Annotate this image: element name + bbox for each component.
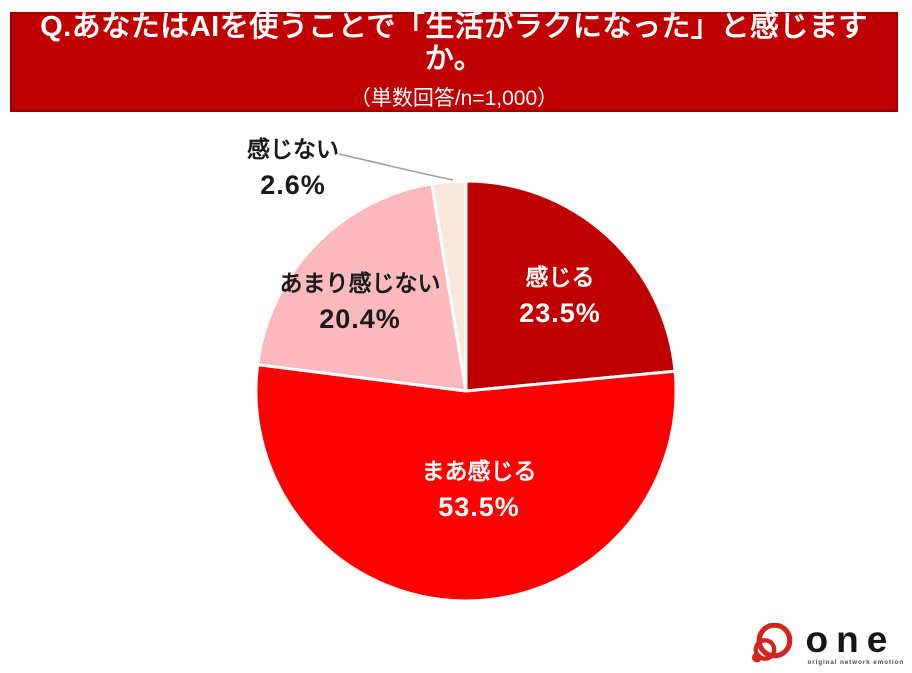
one-logo-icon xyxy=(751,623,792,663)
slice-category: まあ感じる xyxy=(421,458,537,484)
slice-percentage: 23.5% xyxy=(519,298,601,328)
one-logo: one original network emotion xyxy=(750,618,904,667)
pie-slice-3 xyxy=(430,179,468,393)
sample-size-note: （単数回答/n=1,000） xyxy=(349,86,559,110)
pie-slice-0 xyxy=(464,179,677,393)
leader-line xyxy=(338,153,454,181)
logo-wordmark: one xyxy=(805,618,896,660)
slice-category: あまり感じない xyxy=(279,270,441,296)
pie-chart xyxy=(254,179,678,603)
slice-percentage: 20.4% xyxy=(319,304,401,334)
logo-tagline: original network emotion xyxy=(807,659,904,667)
slice-label-not-feel: 感じない 2.6% xyxy=(247,138,339,199)
question-title: Q.あなたはAIを使うことで「生活がラクになった」と感じますか。 xyxy=(40,11,868,75)
slice-label-feel: 感じる 23.5% xyxy=(519,266,601,327)
slice-percentage: 53.5% xyxy=(438,492,520,522)
pie-slice-1 xyxy=(254,363,678,603)
slice-category: 感じる xyxy=(525,264,595,290)
slice-label-not-really-feel: あまり感じない 20.4% xyxy=(280,272,441,333)
slice-category: 感じない xyxy=(247,136,339,162)
one-logo-text: one original network emotion xyxy=(804,618,904,667)
slice-percentage: 2.6% xyxy=(260,170,326,200)
question-header-banner: Q.あなたはAIを使うことで「生活がラクになった」と感じますか。 （単数回答/n… xyxy=(10,11,898,112)
pie-slice-2 xyxy=(256,182,468,393)
slice-label-somewhat-feel: まあ感じる 53.5% xyxy=(422,460,537,521)
